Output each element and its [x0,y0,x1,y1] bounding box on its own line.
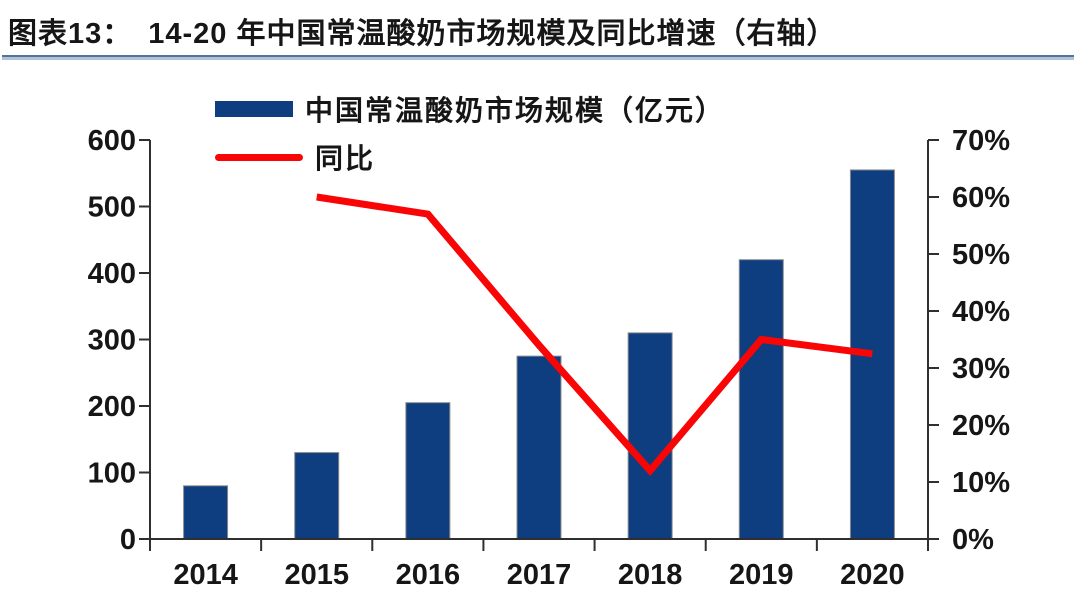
title-divider [2,55,1074,60]
yoy-line [316,193,873,476]
bars-series [183,169,895,540]
figure-header: 图表13： 14-20 年中国常温酸奶市场规模及同比增速（右轴） [8,10,1072,52]
chart-area: 0 100 200 300 400 500 600 0% 10% 20% 30% 40% 50% 60% 7… [0,80,1080,607]
x-axis-labels: 2014 2015 2016 2017 2018 2019 2020 [173,559,904,591]
svg-text:2019: 2019 [729,559,794,591]
svg-text:60%: 60% [952,182,1010,214]
chart-legend: 中国常温酸奶市场规模（亿元） 同比 [215,90,725,176]
bar-series-label: 中国常温酸奶市场规模（亿元） [305,95,726,126]
svg-text:30%: 30% [952,353,1010,385]
svg-text:600: 600 [88,125,136,157]
axes [139,139,939,551]
combo-chart: 0 100 200 300 400 500 600 0% 10% 20% 30% 40% 50% 60% 7… [88,125,1011,591]
svg-text:20%: 20% [952,410,1010,442]
right-axis-labels: 0% 10% 20% 30% 40% 50% 60% 70% [952,125,1010,556]
svg-text:0: 0 [120,524,136,556]
svg-text:400: 400 [88,258,136,290]
figure-title: 14-20 年中国常温酸奶市场规模及同比增速（右轴） [148,18,837,50]
svg-text:100: 100 [88,458,136,490]
svg-text:50%: 50% [952,239,1010,271]
left-axis-labels: 0 100 200 300 400 500 600 [88,125,136,556]
svg-text:300: 300 [88,325,136,357]
svg-text:10%: 10% [952,467,1010,499]
svg-text:2014: 2014 [173,559,238,591]
svg-text:2016: 2016 [396,559,461,591]
svg-text:500: 500 [88,192,136,224]
svg-text:0%: 0% [952,524,994,556]
bar-series-swatch [215,101,293,117]
svg-text:200: 200 [88,391,136,423]
legend-item-market-size: 中国常温酸奶市场规模（亿元） [215,90,725,128]
svg-text:2020: 2020 [840,559,905,591]
line-series-label: 同比 [315,143,376,174]
line-series-swatch [215,153,303,161]
svg-text:2018: 2018 [618,559,683,591]
svg-text:40%: 40% [952,296,1010,328]
legend-item-yoy: 同比 [215,138,725,176]
svg-text:2017: 2017 [507,559,572,591]
figure-label: 图表13： [8,18,133,50]
svg-text:2015: 2015 [284,559,349,591]
svg-text:70%: 70% [952,125,1010,157]
